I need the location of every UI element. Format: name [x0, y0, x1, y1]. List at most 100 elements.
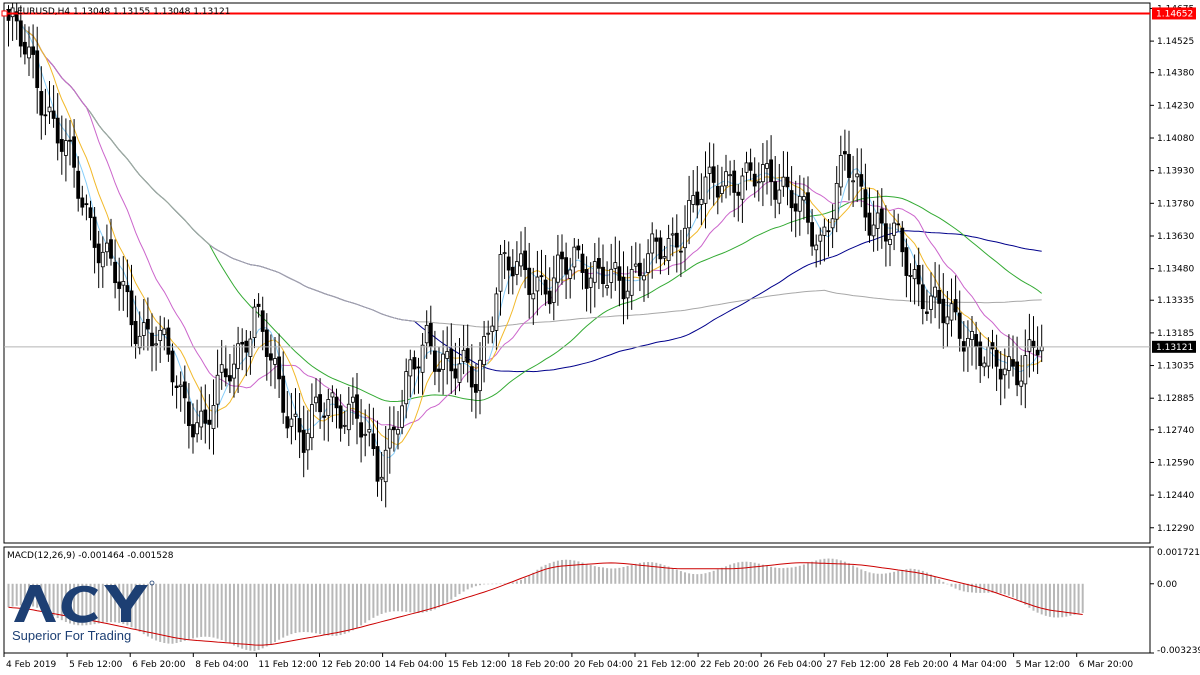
macd-histogram-bar	[15, 583, 18, 606]
candle	[941, 273, 946, 349]
macd-histogram-bar	[1040, 583, 1043, 615]
macd-histogram-bar	[761, 564, 764, 584]
candle	[990, 329, 995, 369]
macd-histogram-bar	[872, 573, 875, 584]
candle	[1002, 348, 1007, 399]
macd-histogram-bar	[897, 570, 900, 584]
macd-histogram-bar	[597, 566, 600, 584]
candle	[773, 156, 778, 219]
candle	[35, 26, 40, 114]
svg-text:1.13121: 1.13121	[1156, 343, 1193, 353]
candle	[683, 205, 687, 271]
macd-histogram-bar	[749, 562, 752, 584]
macd-histogram-bar	[405, 583, 408, 612]
time-tick-label: 6 Mar 20:00	[1079, 660, 1134, 670]
macd-histogram-bar	[843, 561, 846, 584]
candle	[892, 209, 896, 251]
macd-histogram-bar	[1032, 583, 1035, 611]
macd-histogram-bar	[323, 583, 326, 635]
candle	[843, 129, 847, 171]
macd-histogram-bar	[294, 583, 297, 633]
macd-histogram-bar	[360, 583, 363, 626]
candle	[43, 88, 48, 136]
candle	[154, 326, 159, 371]
macd-signal-line	[8, 562, 1083, 646]
candle	[207, 394, 212, 450]
candle	[285, 391, 290, 439]
price-panel-frame	[3, 2, 1151, 544]
candle	[76, 156, 81, 212]
candle	[478, 342, 482, 415]
macd-histogram-bar	[204, 583, 207, 637]
candle	[27, 26, 31, 77]
macd-panel[interactable]: MACD(12,26,9) -0.001464 -0.001528	[3, 546, 1151, 654]
candle	[576, 238, 581, 259]
macd-histogram-bar	[930, 574, 932, 584]
macd-histogram-bar	[942, 581, 945, 584]
candle	[297, 392, 302, 459]
candle	[629, 245, 634, 310]
candle	[469, 344, 474, 412]
macd-histogram-bar	[134, 583, 137, 630]
svg-text:1.14652: 1.14652	[1156, 9, 1193, 19]
macd-histogram-bar	[495, 583, 498, 585]
moving-average-line	[8, 13, 1042, 328]
price-panel[interactable]: EURUSD,H4 1.13048 1.13155 1.13048 1.1312…	[1, 0, 1151, 544]
candle	[215, 349, 220, 428]
macd-histogram-bar	[876, 573, 879, 584]
candle	[203, 384, 208, 444]
candle	[39, 66, 44, 140]
candle	[929, 272, 933, 324]
macd-histogram-bar	[585, 563, 588, 584]
macd-histogram-bar	[93, 583, 96, 625]
candle	[806, 176, 810, 235]
macd-histogram-bar	[343, 583, 346, 634]
macd-histogram-bar	[159, 583, 162, 642]
candle	[666, 224, 671, 275]
candle	[519, 231, 523, 277]
candle	[937, 264, 942, 329]
macd-histogram-bar	[52, 583, 55, 616]
candle	[199, 386, 204, 440]
macd-histogram-bar	[212, 583, 215, 638]
candle	[182, 365, 187, 424]
macd-histogram-bar	[544, 564, 547, 584]
candle	[105, 224, 109, 266]
macd-histogram-bar	[692, 573, 695, 584]
macd-histogram-bar	[397, 583, 399, 612]
candle	[875, 190, 880, 251]
macd-histogram-bar	[196, 583, 199, 638]
macd-histogram-bar	[114, 583, 117, 623]
price-tick-label: 1.12740	[1157, 426, 1194, 436]
candle	[248, 330, 253, 375]
candle	[461, 325, 466, 375]
candle	[617, 240, 622, 307]
candle	[556, 234, 560, 306]
candle	[96, 230, 101, 289]
macd-histogram-bar	[376, 583, 379, 616]
price-tick-label: 1.13630	[1157, 232, 1194, 242]
macd-histogram-bar	[856, 567, 859, 584]
candle	[223, 345, 228, 387]
macd-histogram-bar	[593, 566, 596, 584]
time-tick-label: 5 Mar 12:00	[1016, 660, 1071, 670]
macd-histogram-bar	[200, 583, 203, 637]
macd-histogram-bar	[663, 565, 666, 584]
macd-histogram-bar	[790, 567, 793, 584]
macd-histogram-bar	[290, 583, 293, 635]
price-tick-label: 1.12885	[1157, 394, 1194, 404]
macd-histogram-bar	[347, 583, 350, 633]
candle	[752, 157, 757, 198]
symbol-dropdown-icon[interactable]	[6, 9, 12, 13]
macd-histogram-bar	[1048, 583, 1051, 617]
macd-histogram-bar	[745, 561, 748, 584]
macd-histogram-bar	[864, 571, 867, 584]
price-tick-label: 1.12290	[1157, 524, 1194, 534]
macd-histogram-bar	[532, 572, 535, 584]
resistance-line-handle[interactable]	[1, 10, 8, 17]
candle	[826, 219, 831, 257]
macd-histogram-bar	[733, 563, 736, 584]
price-tick-label: 1.13930	[1157, 167, 1194, 177]
candle	[543, 255, 548, 306]
candle	[375, 420, 380, 497]
